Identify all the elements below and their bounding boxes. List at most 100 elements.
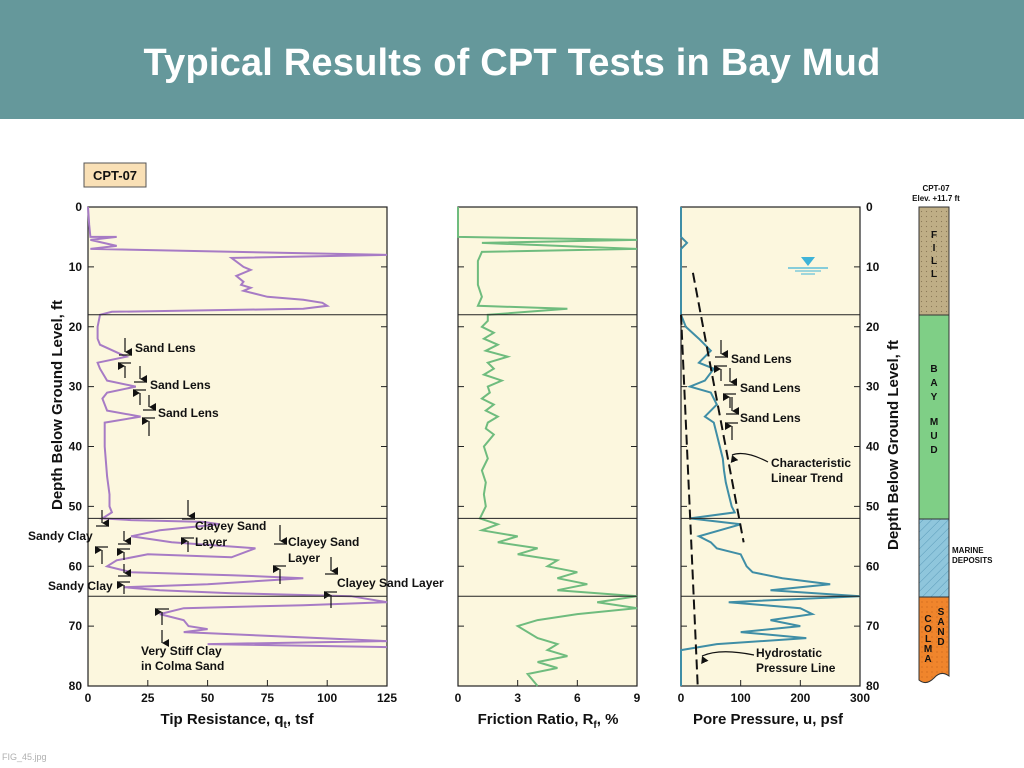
x-tick-labels: 0 100 200 300 (678, 680, 870, 705)
y-tick-labels-right: 0 10 20 30 40 50 60 70 80 (866, 200, 880, 693)
x-tick-label: 50 (201, 691, 215, 705)
svg-text:Layer: Layer (288, 551, 320, 565)
layer-boundaries (88, 314, 860, 597)
pore-sand-lens-3: Sand Lens (725, 397, 801, 440)
bay-mud-layer (918, 314, 950, 520)
boring-label: CPT-07 (83, 162, 147, 188)
log-header-line1: CPT-07 (922, 184, 950, 193)
tip-resistance-x-axis-label: Tip Resistance, qt, tsf (160, 711, 314, 731)
x-tick-label: 0 (455, 691, 462, 705)
y-tick-label: 40 (69, 440, 83, 454)
soil-letter: L (925, 634, 931, 645)
x-tick-label: 75 (261, 691, 275, 705)
title-banner: Typical Results of CPT Tests in Bay Mud (0, 0, 1024, 119)
footer-filename: FIG_45.jpg (2, 752, 47, 762)
marine-label-line1: MARINE (952, 546, 984, 555)
svg-text:in Colma Sand: in Colma Sand (141, 659, 224, 673)
soil-letter: M (924, 644, 932, 655)
svg-text:Pressure Line: Pressure Line (756, 661, 836, 675)
soil-letter: L (931, 256, 937, 267)
svg-text:Characteristic: Characteristic (771, 456, 851, 470)
x-tick-label: 0 (85, 691, 92, 705)
sandy-clay-annotation-1: Sandy Clay (28, 510, 109, 564)
soil-letter: Y (931, 392, 938, 403)
characteristic-trend-line (691, 272, 745, 543)
svg-text:Sand Lens: Sand Lens (150, 378, 211, 392)
y-tick-label: 0 (75, 200, 82, 214)
page-title: Typical Results of CPT Tests in Bay Mud (143, 42, 881, 84)
soil-letter: A (924, 654, 931, 665)
bay-mud-layer-label: BAY MUD (930, 364, 938, 456)
colma-sand-layer (918, 596, 950, 684)
soil-letter: D (937, 637, 944, 648)
sandy-clay-annotation-2: Sandy Clay (48, 564, 131, 594)
soil-letter: F (931, 230, 937, 241)
x-tick-label: 100 (317, 691, 337, 705)
svg-text:Sandy Clay: Sandy Clay (28, 529, 93, 543)
tip-annotations: Sand Lens Sand Lens Sand Lens (28, 338, 444, 673)
hydrostatic-label: Hydrostatic Pressure Line (701, 646, 836, 675)
y-tick-label: 50 (866, 499, 880, 513)
y-tick-label: 40 (866, 440, 880, 454)
svg-text:Sand Lens: Sand Lens (158, 406, 219, 420)
y-tick-label: 30 (69, 380, 83, 394)
y-tick-label: 60 (866, 559, 880, 573)
very-stiff-clay-annotation: Very Stiff Clay in Colma Sand (141, 608, 224, 673)
x-tick-label: 9 (634, 691, 641, 705)
x-tick-label: 6 (574, 691, 581, 705)
soil-letter: A (937, 617, 944, 628)
sand-lens-annotation-1: Sand Lens (118, 338, 196, 378)
y-tick-label: 0 (866, 200, 873, 214)
clayey-sand-annotation-1: Clayey Sand Layer (117, 500, 266, 560)
y-tick-label: 50 (69, 499, 83, 513)
tip-resistance-series-line (87, 206, 388, 649)
soil-letter: A (930, 378, 937, 389)
y-tick-label: 80 (69, 679, 83, 693)
soil-letter: D (930, 445, 937, 456)
soil-letter: L (931, 269, 937, 280)
y-axis-label-right: Depth Below Ground Level, ft (885, 340, 902, 550)
hydrostatic-pressure-line (680, 314, 699, 687)
friction-ratio-series-line (457, 207, 638, 687)
y-tick-label: 30 (866, 380, 880, 394)
y-axis-label-left: Depth Below Ground Level, ft (49, 300, 66, 510)
sand-lens-annotation-2: Sand Lens (133, 366, 211, 405)
friction-ratio-panel: 0 3 6 9 Friction Ratio, Rf, % (455, 206, 641, 731)
soil-letter: O (924, 624, 932, 635)
y-tick-label: 20 (69, 320, 83, 334)
svg-text:Hydrostatic: Hydrostatic (756, 646, 822, 660)
y-tick-label: 10 (69, 260, 83, 274)
svg-text:Sand Lens: Sand Lens (731, 352, 792, 366)
x-tick-label: 125 (377, 691, 397, 705)
y-tick-label: 70 (69, 619, 83, 633)
water-table-icon (788, 257, 828, 275)
svg-text:Sandy Clay: Sandy Clay (48, 579, 113, 593)
clayey-sand-layer-annotation: Clayey Sand Layer (324, 557, 444, 608)
x-tick-label: 0 (678, 691, 685, 705)
soil-letter: M (930, 417, 938, 428)
soil-letter: S (938, 607, 945, 618)
marine-deposits-layer (918, 518, 950, 598)
x-tick-label: 300 (850, 691, 870, 705)
svg-text:Clayey Sand: Clayey Sand (195, 519, 266, 533)
x-tick-labels: 0 25 50 75 100 125 (85, 680, 397, 705)
trend-label: Characteristic Linear Trend (730, 452, 851, 485)
x-tick-label: 100 (731, 691, 751, 705)
svg-text:Clayey Sand: Clayey Sand (288, 535, 359, 549)
y-tick-label: 10 (866, 260, 880, 274)
soil-letter: N (937, 627, 944, 638)
soil-letter: B (930, 364, 937, 375)
tip-resistance-panel: 0 10 20 30 40 50 60 70 80 0 25 50 75 100 125 Tip Resi… (28, 200, 444, 731)
y-tick-label: 20 (866, 320, 880, 334)
x-tick-labels: 0 3 6 9 (455, 680, 641, 705)
pore-pressure-x-axis-label: Pore Pressure, u, psf (693, 711, 844, 728)
x-tick-label: 200 (790, 691, 810, 705)
log-header-line2: Elev. +11.7 ft (912, 194, 960, 203)
fill-layer (918, 206, 950, 316)
y-tick-label: 60 (69, 559, 83, 573)
